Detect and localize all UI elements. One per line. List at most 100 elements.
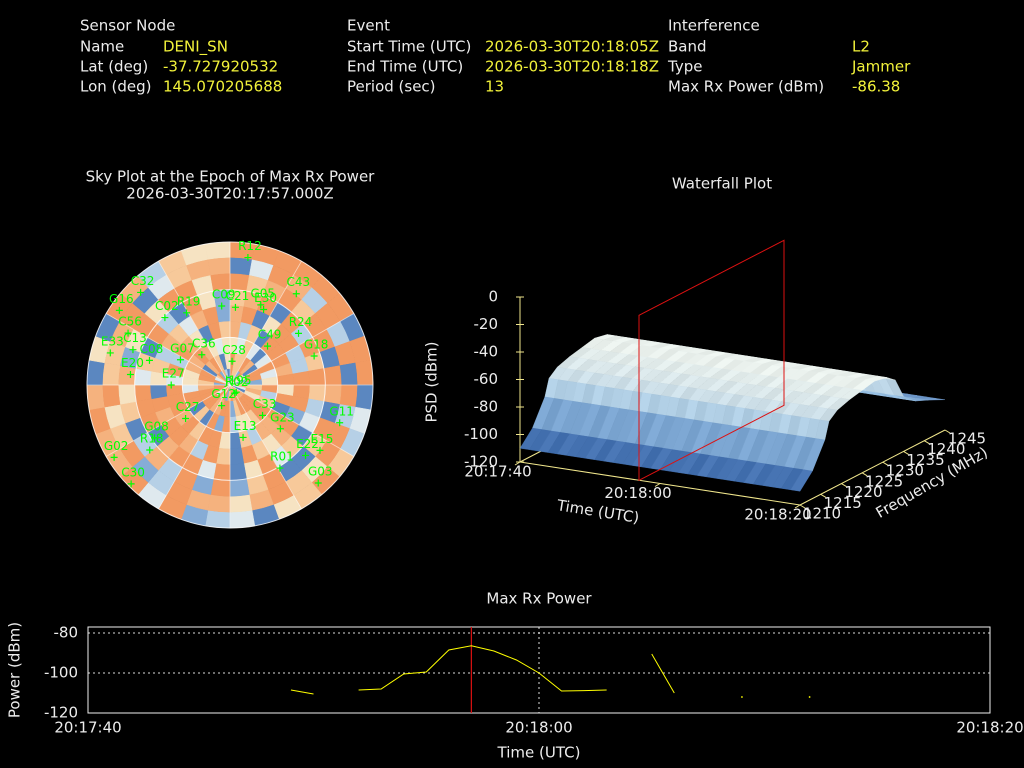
- sky-cell: [229, 462, 247, 481]
- satellite-label: C27: [176, 400, 200, 414]
- satellite-label: G23: [270, 410, 295, 424]
- satellite-label: R24: [289, 315, 313, 329]
- satellite-label: C32: [131, 274, 155, 288]
- field-label: Period (sec): [347, 78, 436, 96]
- y-tick-label: 1220: [844, 483, 882, 501]
- satellite-label: E22: [296, 437, 319, 451]
- satellite-label: E13: [234, 419, 257, 433]
- satellite-marker: [129, 346, 137, 354]
- sky-spoke: [229, 260, 302, 386]
- sky-spoke: [229, 384, 302, 510]
- sky-spoke: [158, 260, 231, 386]
- axis-line: [799, 429, 946, 506]
- satellite-marker: [161, 314, 169, 322]
- satellite-marker: [310, 352, 318, 360]
- satellite-marker: [264, 342, 272, 350]
- satellite-label: C56: [118, 315, 142, 329]
- satellite-label: E15: [311, 432, 334, 446]
- satellite-label: C28: [222, 343, 246, 357]
- x-tick-label: 20:18:00: [505, 719, 572, 737]
- satellite-label: C09: [212, 287, 236, 301]
- x-axis-label: Time (UTC): [497, 744, 581, 762]
- y-tick: [882, 461, 889, 466]
- satellite-label: C33: [253, 397, 277, 411]
- satellite-marker: [127, 480, 135, 488]
- satellite-marker: [257, 301, 265, 309]
- satellite-label: G11: [329, 404, 354, 418]
- marker-plane: [638, 239, 785, 482]
- x-tick: [514, 461, 521, 466]
- field-label: Start Time (UTC): [347, 38, 471, 56]
- data-line: [358, 645, 607, 692]
- x-tick-label: 20:18:20: [744, 506, 811, 524]
- y-tick-label: 1230: [886, 462, 924, 480]
- sky-cell: [229, 257, 253, 276]
- y-tick-label: 1245: [948, 430, 986, 448]
- section-title: Sensor Node: [80, 17, 175, 35]
- field-value: Jammer: [851, 58, 911, 76]
- sky-spoke: [158, 384, 231, 510]
- satellite-marker: [115, 306, 123, 314]
- y-tick: [841, 483, 847, 488]
- sky-cell: [292, 370, 310, 386]
- field-value: DENI_SN: [163, 38, 228, 57]
- chart-title: Sky Plot at the Epoch of Max Rx Power: [86, 168, 376, 186]
- x-tick: [654, 483, 661, 487]
- satellite-marker: [295, 329, 303, 337]
- satellite-marker: [126, 371, 134, 379]
- satellite-marker: [145, 356, 153, 364]
- satellite-marker: [259, 411, 267, 419]
- sky-cell: [229, 478, 250, 497]
- satellite-marker: [218, 302, 226, 310]
- satellite-marker: [146, 446, 154, 454]
- satellite-marker: [260, 306, 268, 314]
- satellite-marker: [239, 433, 247, 441]
- satellite-marker: [244, 254, 252, 262]
- sky-cell: [118, 384, 137, 405]
- field-value: 145.070205688: [163, 78, 282, 96]
- z-tick-label: -60: [474, 370, 499, 388]
- field-value: L2: [852, 38, 870, 56]
- field-value: -37.727920532: [163, 58, 278, 76]
- satellite-label: C30: [121, 465, 145, 479]
- satellite-marker: [336, 419, 344, 427]
- y-axis-label: Power (dBm): [6, 622, 24, 718]
- y-tick-label: -80: [54, 624, 79, 642]
- satellite-marker: [106, 349, 114, 357]
- field-label: Max Rx Power (dBm): [668, 78, 824, 96]
- section-title: Event: [347, 17, 390, 35]
- sky-cell: [229, 509, 256, 529]
- chart-subtitle: 2026-03-30T20:17:57.000Z: [126, 185, 333, 203]
- satellite-label: E27: [162, 367, 185, 381]
- y-tick-label: 1235: [906, 451, 944, 469]
- field-label: Lat (deg): [80, 58, 148, 76]
- sky-cell: [210, 478, 231, 497]
- sky-cell: [86, 359, 106, 386]
- field-label: Type: [667, 58, 702, 76]
- data-line: [651, 653, 675, 694]
- satellite-label: C08: [140, 342, 164, 356]
- satellite-marker: [198, 351, 206, 359]
- y-tick-label: 1240: [927, 440, 965, 458]
- x-tick: [794, 504, 801, 509]
- satellite-marker: [228, 357, 236, 365]
- satellite-label: G07: [170, 341, 195, 355]
- z-tick-label: -80: [474, 398, 499, 416]
- y-tick: [820, 493, 826, 498]
- satellite-label: G12: [211, 387, 236, 401]
- y-tick: [861, 472, 868, 477]
- satellite-marker: [182, 414, 190, 422]
- sky-cell: [204, 241, 231, 261]
- z-tick-label: -40: [474, 343, 499, 361]
- field-value: 2026-03-30T20:18:18Z: [485, 58, 659, 76]
- satellite-label: R02: [225, 375, 249, 389]
- x-tick-label: 20:17:40: [54, 719, 121, 737]
- satellite-marker: [276, 425, 284, 433]
- satellite-label: E33: [101, 334, 124, 348]
- satellite-label: C43: [286, 275, 310, 289]
- sky-cell: [86, 384, 106, 411]
- sky-cell: [354, 359, 374, 386]
- y-tick-label: 1215: [824, 494, 862, 512]
- field-value: 13: [485, 78, 504, 96]
